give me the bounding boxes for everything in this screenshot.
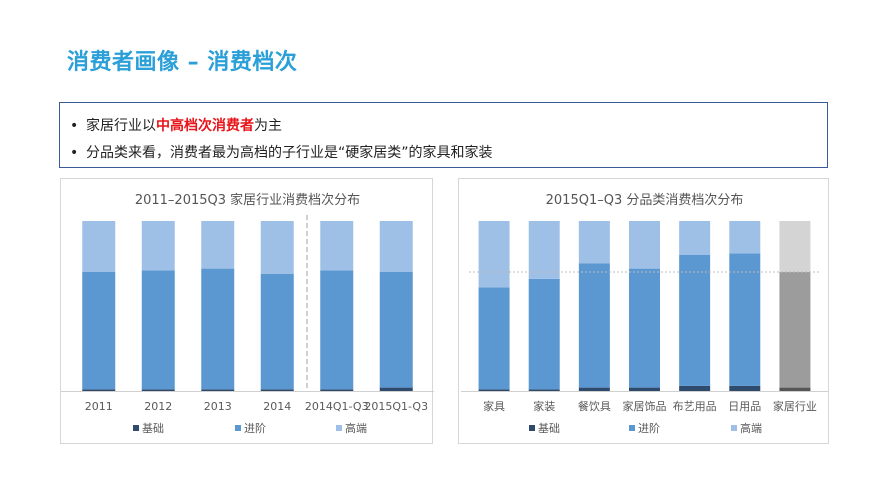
bar---series-2 xyxy=(478,221,510,288)
bar-2015q1-q3-series-1 xyxy=(379,272,413,388)
page-title: 消费者画像 – 消费档次 xyxy=(67,50,298,75)
bar-2012-series-1 xyxy=(141,270,175,390)
bar---series-2 xyxy=(679,221,711,255)
bar---series-0 xyxy=(779,387,811,391)
chart-title: 2015Q1–Q3 分品类消费档次分布 xyxy=(546,192,744,208)
x-tick-label: 布艺用品 xyxy=(673,400,717,413)
bar---series-1 xyxy=(478,287,510,390)
x-tick-label: 2011 xyxy=(85,400,113,413)
bar---series-1 xyxy=(729,253,761,386)
bar-2015q1-q3-series-2 xyxy=(379,221,413,272)
bar-2012-series-0 xyxy=(141,389,175,391)
bar---series-0 xyxy=(629,387,660,391)
bar-2014-series-2 xyxy=(260,221,294,274)
x-tick-label: 2013 xyxy=(204,400,232,413)
chart-title: 2011–2015Q3 家居行业消费档次分布 xyxy=(135,192,360,208)
x-tick-label: 2012 xyxy=(144,400,172,413)
bullet-item-1: • 家居行业以中高档次消费者为主 xyxy=(70,115,282,135)
bar-2014q1-q3-series-0 xyxy=(320,389,354,391)
bar---series-2 xyxy=(629,221,660,269)
x-tick-label: 餐饮具 xyxy=(578,399,611,413)
bar-2014q1-q3-series-1 xyxy=(320,270,354,390)
yearly-stacked-bar-chart: 2011–2015Q3 家居行业消费档次分布 2011 2012 2013 2014 20… xyxy=(61,192,434,435)
bar---series-0 xyxy=(578,387,610,391)
bullet-text: 家居行业以 xyxy=(86,118,156,134)
bullet-dot: • xyxy=(70,145,79,161)
x-tick-label: 家装 xyxy=(533,399,555,413)
bar---series-2 xyxy=(729,221,761,254)
bar-2011-series-2 xyxy=(82,221,116,272)
legend-swatch-0 xyxy=(133,425,139,431)
legend-label-0: 基础 xyxy=(538,422,560,435)
legend-swatch-1 xyxy=(235,425,241,431)
x-tick-label: 日用品 xyxy=(728,400,761,413)
legend-label-0: 基础 xyxy=(142,422,164,435)
bar---series-0 xyxy=(679,385,711,391)
bar-2013-series-1 xyxy=(201,268,235,390)
bar-2013-series-0 xyxy=(201,389,235,391)
x-tick-label: 2014 xyxy=(263,400,291,413)
summary-box: • 家居行业以中高档次消费者为主 • 分品类来看，消费者最为高档的子行业是“硬家居类… xyxy=(59,102,828,168)
legend-swatch-2 xyxy=(731,425,737,431)
bullet-text-tail: 为主 xyxy=(254,118,282,134)
bar---series-1 xyxy=(779,272,811,388)
bar---series-2 xyxy=(578,221,610,264)
x-tick-label: 家具 xyxy=(483,399,505,413)
bullet-dot: • xyxy=(70,118,79,134)
x-tick-label: 家居行业 xyxy=(773,399,817,413)
bar-2014-series-1 xyxy=(260,273,294,390)
bar-2012-series-2 xyxy=(141,221,175,271)
bar---series-0 xyxy=(478,389,510,391)
legend-label-1: 进阶 xyxy=(244,421,266,435)
bar-2014-series-0 xyxy=(260,389,294,391)
bar-2013-series-2 xyxy=(201,221,235,269)
legend-swatch-1 xyxy=(629,425,635,431)
bullet-text: 分品类来看，消费者最为高档的子行业是“硬家居类”的家具和家装 xyxy=(86,145,493,161)
legend-label-2: 高端 xyxy=(740,421,762,435)
bullet-highlight: 中高档次消费者 xyxy=(156,118,254,134)
bar-2011-series-0 xyxy=(82,389,116,391)
legend-swatch-0 xyxy=(529,425,535,431)
bar-2014q1-q3-series-2 xyxy=(320,221,354,271)
bar---series-2 xyxy=(779,221,811,272)
bar---series-1 xyxy=(528,278,560,390)
bar---series-2 xyxy=(528,221,560,279)
x-tick-label: 2014Q1-Q3 xyxy=(305,400,369,413)
bar-2011-series-1 xyxy=(82,272,116,390)
bar---series-0 xyxy=(729,385,761,391)
bullet-item-2: • 分品类来看，消费者最为高档的子行业是“硬家居类”的家具和家装 xyxy=(70,142,493,162)
x-tick-label: 家居饰品 xyxy=(623,399,667,413)
legend-label-1: 进阶 xyxy=(638,421,660,435)
legend-swatch-2 xyxy=(336,425,342,431)
bar---series-0 xyxy=(528,389,560,391)
bar---series-1 xyxy=(629,268,660,388)
chart-panel-yearly: 2011–2015Q3 家居行业消费档次分布 2011 2012 2013 2014 20… xyxy=(60,178,434,444)
bar-2015q1-q3-series-0 xyxy=(379,387,413,391)
bar---series-1 xyxy=(578,263,610,388)
bar---series-1 xyxy=(679,255,711,386)
chart-panel-category: 2015Q1–Q3 分品类消费档次分布家具 家装 餐饮具 家居饰品 布艺用品 日用品 家居行… xyxy=(458,178,829,444)
legend-label-2: 高端 xyxy=(345,421,367,435)
x-tick-label: 2015Q1-Q3 xyxy=(364,400,428,413)
